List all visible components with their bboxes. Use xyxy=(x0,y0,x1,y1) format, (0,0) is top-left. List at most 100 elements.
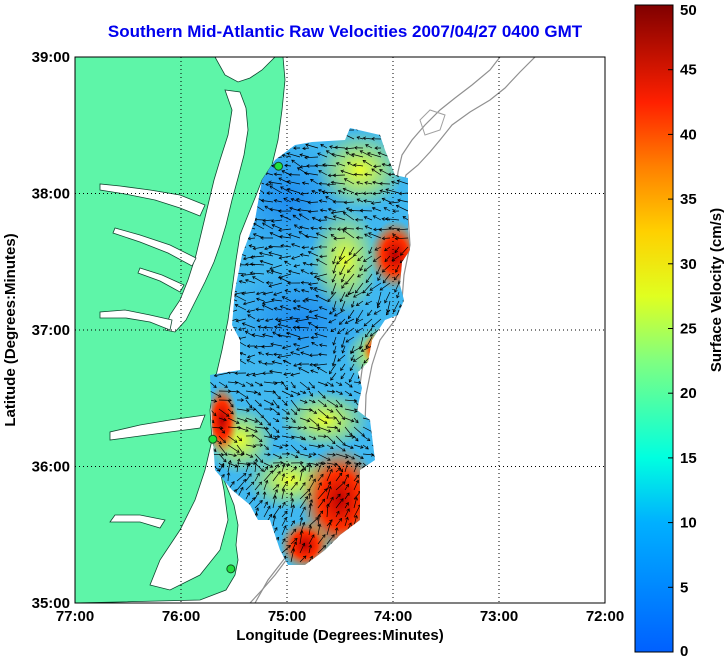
velocity-arrow-head xyxy=(240,486,244,491)
velocity-arrow xyxy=(344,201,355,203)
velocity-arrow-head xyxy=(354,289,359,294)
velocity-arrow xyxy=(254,481,262,491)
velocity-arrow xyxy=(308,399,316,403)
velocity-arrow-head xyxy=(254,419,259,423)
velocity-arrow-head xyxy=(338,517,343,522)
velocity-arrow xyxy=(245,473,252,482)
velocity-arrow-head xyxy=(236,420,240,424)
velocity-arrow xyxy=(290,390,301,395)
velocity-arrow-head xyxy=(384,247,388,252)
velocity-arrow-head xyxy=(278,228,282,232)
velocity-arrow-head xyxy=(292,299,297,303)
velocity-arrow-head xyxy=(361,433,365,437)
velocity-arrow-head xyxy=(259,443,264,447)
velocity-arrow xyxy=(363,200,373,203)
lon-tick-label: 72:00 xyxy=(586,608,624,625)
velocity-arrow xyxy=(341,282,346,289)
velocity-arrow-head xyxy=(381,217,386,221)
velocity-arrow-head xyxy=(300,280,304,285)
velocity-arrow-head xyxy=(318,245,322,249)
velocity-arrow-head xyxy=(379,189,384,193)
velocity-arrow xyxy=(327,291,337,302)
velocity-arrow xyxy=(333,174,346,176)
velocity-arrow xyxy=(245,381,254,387)
velocity-arrow xyxy=(326,519,333,527)
velocity-arrow xyxy=(366,291,373,296)
velocity-arrow-head xyxy=(279,234,283,239)
velocity-arrow-head xyxy=(312,478,316,483)
velocity-arrow-head xyxy=(258,481,263,486)
velocity-arrow-head xyxy=(319,510,324,514)
velocity-arrow-head xyxy=(299,530,304,534)
velocity-arrow-head xyxy=(327,457,331,461)
velocity-arrow-head xyxy=(296,325,300,330)
velocity-arrow-head xyxy=(238,437,243,442)
velocity-arrow xyxy=(356,227,364,230)
velocity-arrow-head xyxy=(286,462,291,467)
velocity-arrow-head xyxy=(356,198,361,202)
velocity-arrow-head xyxy=(297,426,302,430)
velocity-arrow xyxy=(317,367,328,374)
velocity-arrow xyxy=(290,444,300,454)
velocity-arrow-head xyxy=(322,545,327,549)
velocity-arrow-head xyxy=(301,181,306,185)
velocity-arrow xyxy=(227,417,240,424)
lon-tick-label: 75:00 xyxy=(268,608,306,625)
velocity-arrow-head xyxy=(345,460,350,464)
velocity-arrow-head xyxy=(270,402,275,406)
velocity-arrow xyxy=(218,381,228,388)
velocity-arrow xyxy=(247,237,256,240)
velocity-arrow xyxy=(299,390,306,394)
velocity-arrow xyxy=(284,289,292,293)
velocity-arrow-head xyxy=(293,146,297,150)
velocity-arrow xyxy=(397,180,409,185)
velocity-arrow-head xyxy=(342,187,347,192)
velocity-arrow xyxy=(384,246,391,252)
velocity-arrow-head xyxy=(354,514,358,519)
velocity-arrow-head xyxy=(281,153,286,158)
velocity-arrow-head xyxy=(244,418,248,423)
velocity-arrow-head xyxy=(277,319,282,323)
velocity-arrow-head xyxy=(256,297,260,302)
velocity-arrow-head xyxy=(329,519,333,523)
velocity-arrow-head xyxy=(273,172,278,177)
velocity-arrow xyxy=(326,453,336,456)
velocity-arrow-head xyxy=(335,162,340,166)
velocity-arrow xyxy=(326,399,339,408)
velocity-arrow xyxy=(277,334,292,338)
velocity-arrow-head xyxy=(337,330,341,335)
velocity-arrow-head xyxy=(231,481,235,485)
velocity-arrow-head xyxy=(377,277,381,282)
velocity-arrow xyxy=(340,300,346,312)
velocity-arrow-head xyxy=(343,226,347,231)
velocity-arrow xyxy=(268,252,283,257)
velocity-arrow-head xyxy=(300,288,305,293)
velocity-arrow-head xyxy=(390,180,395,185)
velocity-arrow-head xyxy=(307,200,311,205)
velocity-arrow-head xyxy=(302,261,307,266)
velocity-arrow xyxy=(369,282,382,291)
velocity-arrow xyxy=(344,255,355,264)
velocity-arrow xyxy=(319,306,328,311)
velocity-arrow xyxy=(239,280,247,284)
velocity-arrow-head xyxy=(319,254,323,259)
velocity-arrow-head xyxy=(264,246,268,251)
velocity-arrow-head xyxy=(291,520,295,524)
velocity-arrow xyxy=(308,435,316,440)
velocity-arrow-head xyxy=(245,395,249,399)
velocity-arrow xyxy=(227,381,238,384)
velocity-arrow-head xyxy=(356,181,360,185)
velocity-arrow xyxy=(284,260,292,266)
velocity-arrow-head xyxy=(379,181,383,186)
velocity-arrow-head xyxy=(279,214,284,219)
velocity-arrow xyxy=(326,486,331,500)
velocity-arrow-head xyxy=(337,493,341,498)
velocity-arrow-head xyxy=(310,226,314,231)
velocity-arrow xyxy=(387,300,391,313)
velocity-arrow xyxy=(281,473,285,482)
velocity-arrow xyxy=(272,484,280,491)
velocity-arrow-head xyxy=(257,325,262,329)
velocity-arrow xyxy=(308,503,312,518)
velocity-arrow-head xyxy=(242,256,247,261)
velocity-arrow-head xyxy=(223,417,227,422)
